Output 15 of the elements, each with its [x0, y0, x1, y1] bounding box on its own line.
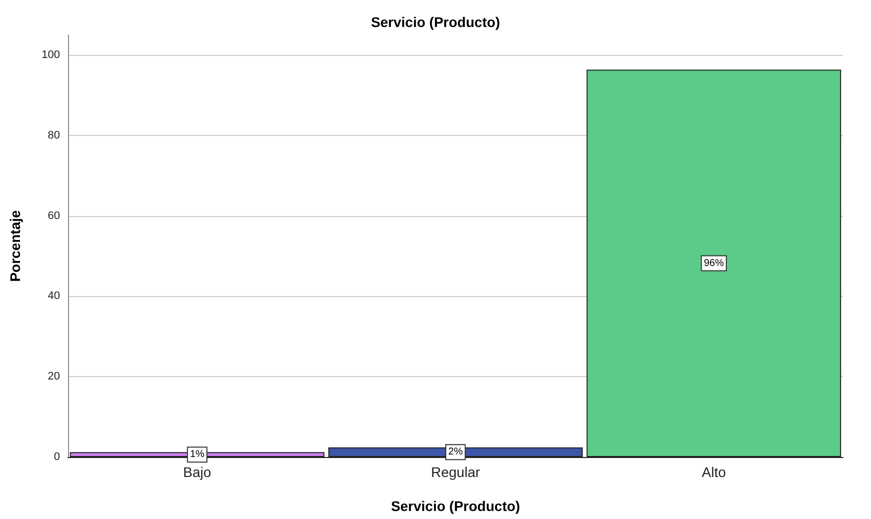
data-label: 96%	[704, 258, 724, 269]
x-tick-label: Regular	[430, 464, 480, 480]
x-tick-label: Alto	[702, 464, 726, 480]
y-tick-label: 60	[48, 210, 60, 222]
y-tick-label: 40	[48, 290, 60, 302]
y-tick-label: 100	[42, 49, 60, 62]
x-axis-title: Servicio (Producto)	[390, 498, 520, 514]
y-tick-label: 0	[54, 451, 60, 463]
y-axis-title: Porcentaje	[7, 210, 23, 282]
y-tick-label: 20	[48, 370, 60, 383]
y-tick-label: 80	[48, 129, 60, 142]
x-tick-label: Bajo	[183, 464, 212, 480]
data-label: 1%	[190, 449, 204, 460]
data-label: 2%	[448, 446, 463, 458]
chart-title: Servicio (Producto)	[370, 14, 500, 30]
